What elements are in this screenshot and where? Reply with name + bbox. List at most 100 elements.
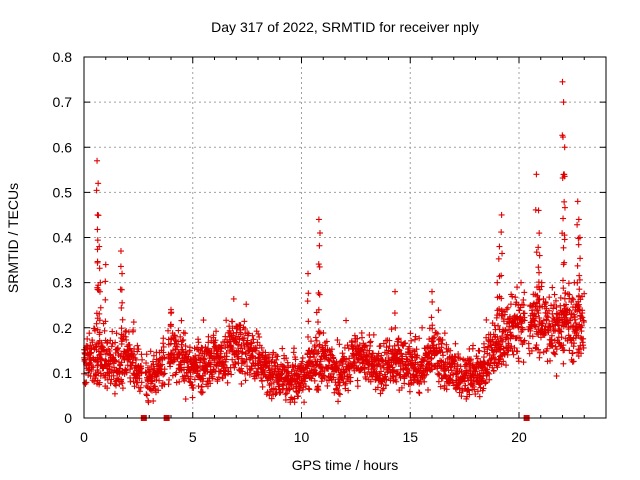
data-point <box>339 350 346 357</box>
data-point <box>214 378 221 385</box>
data-point <box>136 375 143 382</box>
data-point <box>200 317 207 324</box>
data-point <box>274 363 281 370</box>
data-point <box>236 336 243 343</box>
data-point <box>147 348 154 355</box>
data-point <box>179 338 186 345</box>
data-point <box>111 390 118 397</box>
data-point <box>255 330 262 337</box>
data-point <box>198 389 205 396</box>
data-point <box>273 356 280 363</box>
data-point <box>398 384 405 391</box>
data-point <box>324 365 331 372</box>
data-point <box>200 355 207 362</box>
data-point <box>245 330 252 337</box>
data-point <box>378 380 385 387</box>
data-point <box>117 362 124 369</box>
data-point <box>143 360 150 367</box>
data-point <box>302 375 309 382</box>
data-point <box>317 358 324 365</box>
data-point <box>108 376 115 383</box>
data-point <box>189 394 196 401</box>
data-point <box>86 330 93 337</box>
data-point <box>390 373 397 380</box>
data-point <box>231 364 238 371</box>
data-point <box>98 355 105 362</box>
data-point <box>237 345 244 352</box>
data-point <box>254 339 261 346</box>
data-point <box>362 375 369 382</box>
data-point <box>268 358 275 365</box>
data-point <box>324 382 331 389</box>
data-point <box>264 389 271 396</box>
data-point <box>326 358 333 365</box>
data-point <box>123 367 130 374</box>
data-point <box>159 361 166 368</box>
data-point <box>106 363 113 370</box>
data-point <box>321 367 328 374</box>
data-point <box>315 387 322 394</box>
data-point <box>383 376 390 383</box>
data-point <box>312 362 319 369</box>
data-point <box>82 356 89 363</box>
data-point <box>218 345 225 352</box>
data-point <box>127 366 134 373</box>
data-point <box>398 350 405 357</box>
data-point <box>182 343 189 350</box>
data-point <box>98 339 105 346</box>
data-point <box>374 384 381 391</box>
data-point <box>166 376 173 383</box>
data-point <box>382 373 389 380</box>
data-point <box>249 332 256 339</box>
data-point <box>137 384 144 391</box>
data-point <box>97 370 104 377</box>
data-point <box>367 338 374 345</box>
data-point <box>175 327 182 334</box>
data-point <box>230 295 237 302</box>
data-point <box>367 378 374 385</box>
data-point <box>347 374 354 381</box>
data-point <box>274 353 281 360</box>
data-point <box>276 366 283 373</box>
data-point <box>243 301 250 308</box>
data-point <box>258 377 265 384</box>
data-point <box>167 363 174 370</box>
data-point <box>123 336 130 343</box>
data-point <box>93 341 100 348</box>
data-point <box>171 332 178 339</box>
data-point <box>262 349 269 356</box>
data-point <box>354 383 361 390</box>
data-point <box>111 357 118 364</box>
data-point <box>306 386 313 393</box>
data-point <box>136 388 143 395</box>
data-point <box>179 346 186 353</box>
data-point <box>323 338 330 345</box>
data-point <box>109 328 116 335</box>
data-point <box>178 317 185 324</box>
data-point <box>386 343 393 350</box>
data-point <box>388 326 395 333</box>
data-point <box>258 375 265 382</box>
data-point <box>114 345 121 352</box>
data-point <box>311 377 318 384</box>
data-point <box>96 379 103 386</box>
chart-title: Day 317 of 2022, SRMTID for receiver npl… <box>211 19 479 35</box>
data-point <box>186 378 193 385</box>
data-point <box>354 377 361 384</box>
data-point <box>119 380 126 387</box>
data-point <box>352 339 359 346</box>
data-point <box>217 348 224 355</box>
data-point <box>343 356 350 363</box>
data-point <box>210 332 217 339</box>
data-point <box>186 347 193 354</box>
data-point <box>207 380 214 387</box>
data-point <box>160 335 167 342</box>
data-point <box>251 375 258 382</box>
data-point <box>266 351 273 358</box>
data-point <box>362 342 369 349</box>
data-point <box>212 337 219 344</box>
data-point <box>366 339 373 346</box>
data-point <box>156 377 163 384</box>
data-point <box>402 340 409 347</box>
